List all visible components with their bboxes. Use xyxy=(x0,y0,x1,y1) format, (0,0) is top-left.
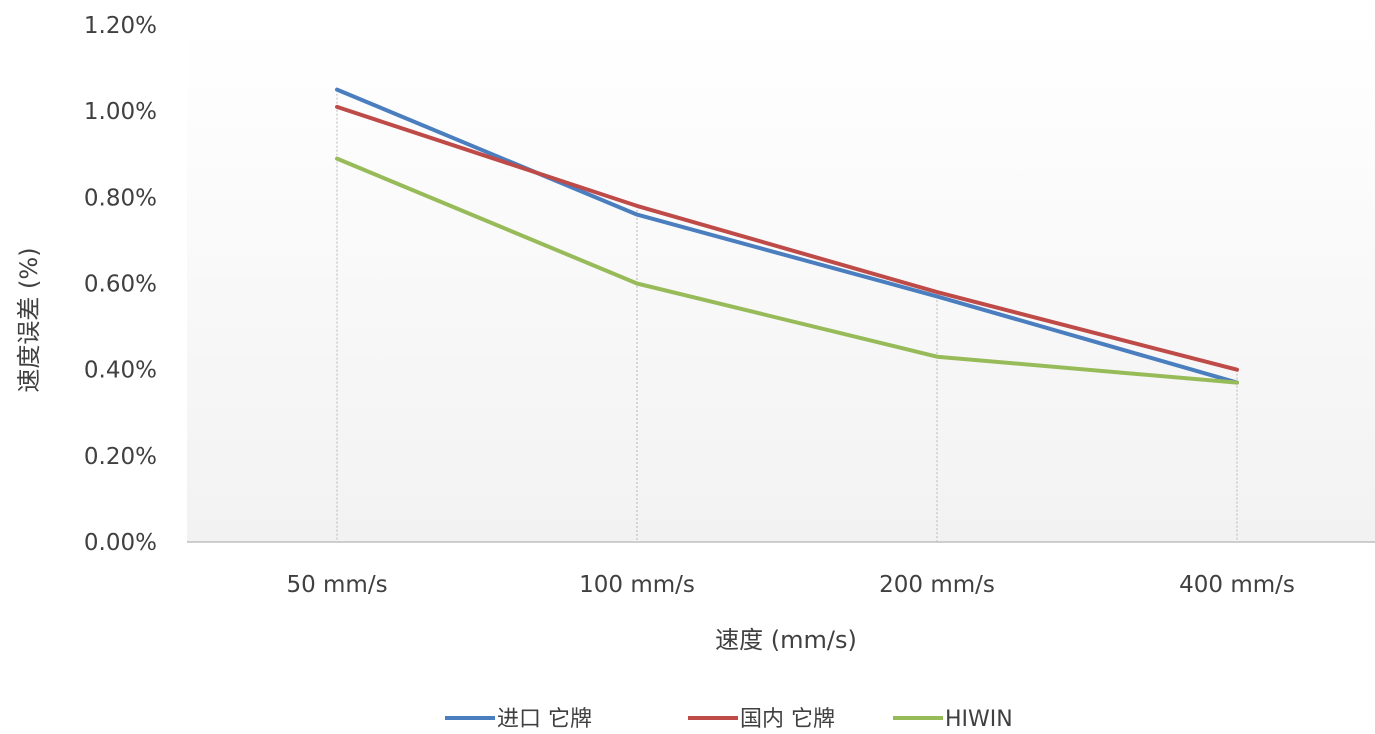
legend-label: 国内 它牌 xyxy=(740,707,835,732)
y-axis-title: 速度误差 (%) xyxy=(15,247,43,392)
x-tick-label: 200 mm/s xyxy=(879,572,995,598)
legend-label: HIWIN xyxy=(945,707,1013,732)
series-line xyxy=(335,87,1239,385)
x-tick-label: 100 mm/s xyxy=(579,572,695,598)
x-axis-ticks: 50 mm/s 100 mm/s 200 mm/s 400 mm/s xyxy=(286,572,1294,598)
series-line xyxy=(335,156,1239,385)
grid-lines xyxy=(336,89,1238,542)
series-line xyxy=(335,104,1239,372)
y-tick-label: 0.00% xyxy=(84,530,157,556)
x-tick-label: 50 mm/s xyxy=(286,572,387,598)
x-axis-title: 速度 (mm/s) xyxy=(715,626,857,654)
y-tick-label: 1.20% xyxy=(84,13,157,39)
legend: 进口 它牌 国内 它牌 HIWIN xyxy=(445,707,1013,732)
y-axis-ticks: 0.00% 0.20% 0.40% 0.60% 0.80% 1.00% 1.20% xyxy=(84,13,157,556)
x-tick-label: 400 mm/s xyxy=(1179,572,1295,598)
y-tick-label: 1.00% xyxy=(84,99,157,125)
series-lines xyxy=(335,87,1239,385)
y-tick-label: 0.80% xyxy=(84,185,157,211)
y-tick-label: 0.40% xyxy=(84,358,157,384)
legend-label: 进口 它牌 xyxy=(497,707,592,732)
y-tick-label: 0.20% xyxy=(84,444,157,470)
y-tick-label: 0.60% xyxy=(84,272,157,298)
